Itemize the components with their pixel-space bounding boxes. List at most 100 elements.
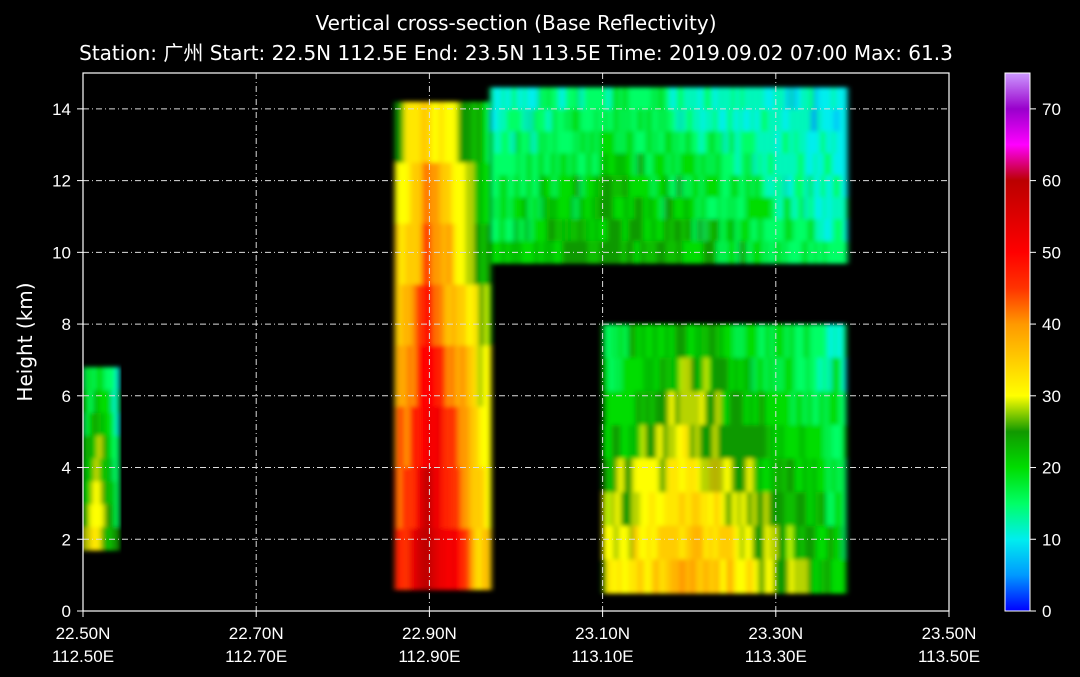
echo-cell: [457, 284, 462, 347]
echo-cell: [511, 219, 515, 242]
echo-cell: [433, 467, 438, 530]
echo-cell: [86, 367, 90, 391]
echo-cell: [778, 87, 782, 110]
echo-cell: [818, 357, 823, 392]
echo-cell: [613, 153, 617, 176]
echo-cell: [448, 284, 453, 347]
echo-cell: [793, 197, 797, 220]
echo-cell: [700, 109, 704, 132]
echo-cell: [839, 324, 844, 359]
echo-cell: [761, 458, 766, 493]
echo-cell: [617, 525, 622, 561]
echo-cell: [439, 345, 444, 408]
echo-cell: [653, 458, 658, 493]
echo-cell: [641, 458, 646, 493]
echo-cell: [421, 467, 426, 530]
echo-cell: [695, 324, 700, 359]
echo-cell: [415, 284, 420, 347]
echo-cell: [626, 357, 631, 392]
echo-cell: [406, 162, 411, 225]
echo-cell: [779, 324, 784, 359]
echo-cell: [668, 391, 673, 426]
echo-cell: [704, 424, 709, 460]
echo-cell: [763, 131, 767, 154]
echo-cell: [722, 525, 727, 561]
echo-cell: [646, 109, 650, 132]
echo-cell: [623, 424, 628, 460]
echo-cell: [641, 525, 646, 561]
echo-cell: [532, 219, 536, 242]
echo-cell: [722, 492, 727, 527]
echo-cell: [790, 109, 794, 132]
y-tick-label: 0: [62, 602, 71, 621]
echo-cell: [781, 175, 785, 198]
echo-cell: [772, 175, 776, 198]
echo-cell: [761, 391, 766, 426]
echo-cell: [727, 131, 731, 154]
echo-cell: [707, 492, 712, 527]
echo-cell: [686, 357, 691, 392]
echo-cell: [811, 197, 815, 220]
echo-cell: [767, 458, 772, 493]
echo-cell: [802, 175, 806, 198]
echo-cell: [754, 131, 758, 154]
echo-cell: [842, 458, 847, 493]
echo-cell: [679, 87, 683, 110]
echo-cell: [833, 391, 838, 426]
echo-cell: [805, 109, 809, 132]
echo-cell: [799, 197, 803, 220]
echo-cell: [101, 389, 105, 414]
echo-cell: [746, 391, 751, 426]
echo-cell: [734, 492, 739, 527]
echo-cell: [842, 492, 847, 527]
echo-cell: [665, 324, 670, 359]
echo-cell: [770, 424, 775, 460]
echo-cell: [493, 131, 497, 154]
echo-cell: [820, 109, 824, 132]
echo-cell: [826, 131, 830, 154]
echo-cell: [107, 527, 111, 551]
echo-cell: [520, 219, 524, 242]
echo-cell: [107, 367, 111, 391]
echo-cell: [724, 109, 728, 132]
echo-cell: [589, 175, 593, 198]
echo-cell: [553, 109, 557, 132]
echo-cell: [781, 131, 785, 154]
echo-cell: [826, 175, 830, 198]
echo-cell: [722, 424, 727, 460]
echo-cell: [742, 241, 746, 264]
echo-cell: [716, 424, 721, 460]
echo-cell: [484, 467, 489, 530]
echo-cell: [784, 109, 788, 132]
echo-cell: [697, 153, 701, 176]
echo-cell: [505, 87, 509, 110]
echo-cell: [514, 175, 518, 198]
echo-cell: [499, 219, 503, 242]
echo-cell: [808, 219, 812, 242]
echo-cell: [529, 131, 533, 154]
echo-cell: [728, 458, 733, 493]
echo-cell: [844, 153, 848, 176]
echo-cell: [680, 391, 685, 426]
echo-cell: [797, 525, 802, 561]
echo-cell: [92, 435, 96, 460]
echo-cell: [713, 391, 718, 426]
echo-cell: [731, 458, 736, 493]
echo-cell: [707, 458, 712, 493]
echo-cell: [674, 492, 679, 527]
echo-cell: [499, 109, 503, 132]
echo-cell: [833, 559, 838, 594]
echo-cell: [778, 241, 782, 264]
echo-cell: [602, 424, 607, 460]
echo-cell: [625, 241, 629, 264]
echo-cell: [734, 458, 739, 493]
echo-cell: [797, 424, 802, 460]
echo-cell: [433, 406, 438, 469]
echo-cell: [104, 504, 108, 528]
echo-cell: [632, 492, 637, 527]
echo-cell: [418, 162, 423, 225]
echo-cell: [751, 153, 755, 176]
echo-cell: [613, 175, 617, 198]
echo-cell: [511, 109, 515, 132]
echo-cell: [454, 101, 459, 164]
